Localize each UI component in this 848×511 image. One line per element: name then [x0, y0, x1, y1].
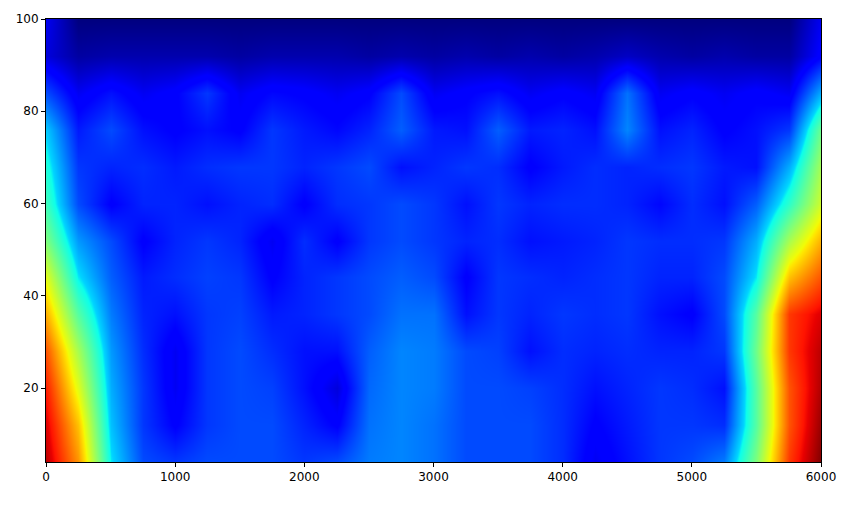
svg-text:2000: 2000 [289, 470, 320, 484]
svg-text:40: 40 [23, 289, 38, 303]
svg-text:20: 20 [23, 381, 38, 395]
svg-text:5000: 5000 [677, 470, 708, 484]
svg-text:1000: 1000 [160, 470, 191, 484]
svg-text:100: 100 [16, 12, 39, 26]
svg-text:6000: 6000 [806, 470, 837, 484]
svg-text:60: 60 [23, 197, 38, 211]
svg-text:80: 80 [23, 104, 38, 118]
svg-text:0: 0 [42, 470, 50, 484]
svg-text:4000: 4000 [547, 470, 578, 484]
svg-text:3000: 3000 [418, 470, 449, 484]
